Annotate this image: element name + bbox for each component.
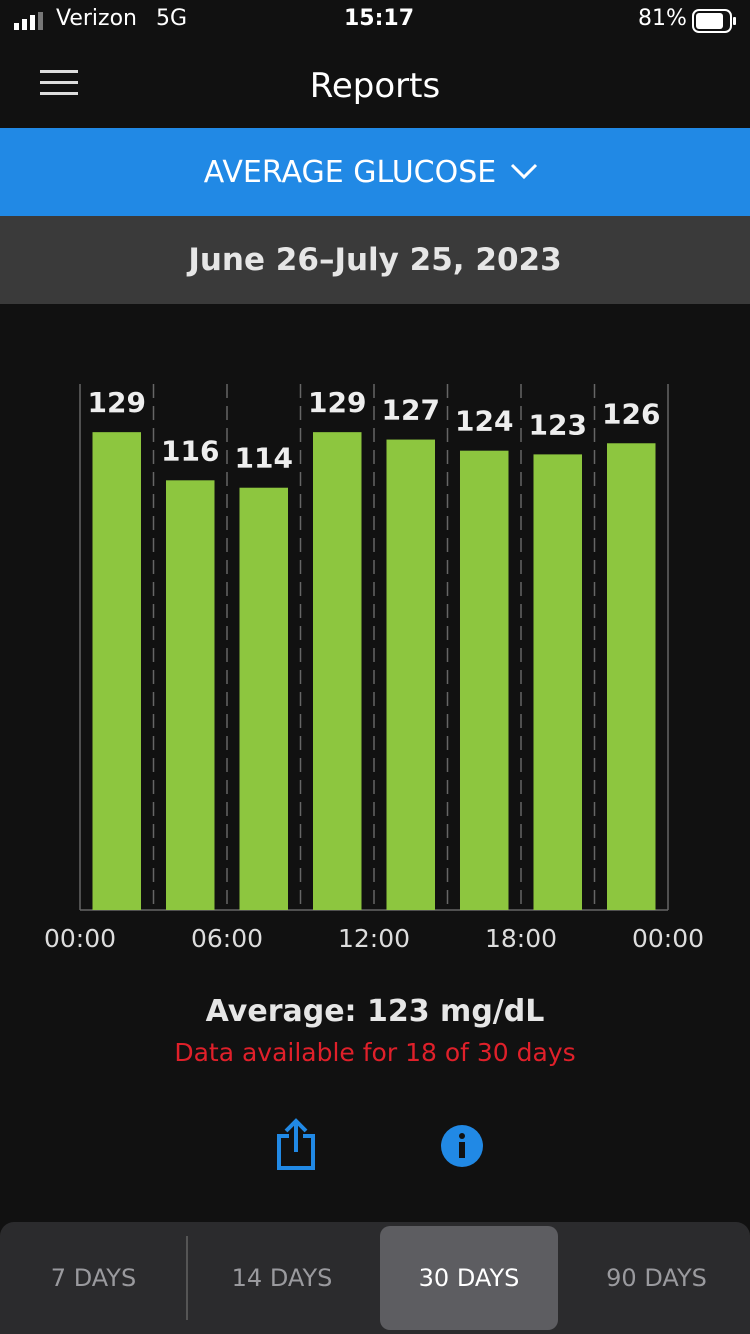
page-title: Reports (309, 66, 441, 106)
value-label: 126 (602, 397, 660, 430)
battery-level: 81% (638, 6, 687, 31)
average-text: Average: 123 mg/dL (205, 993, 545, 1029)
tab-bar (0, 1222, 750, 1334)
value-label: 116 (161, 434, 219, 467)
value-label: 129 (88, 386, 146, 419)
value-label: 123 (529, 408, 587, 441)
bar (165, 480, 215, 910)
bar (312, 432, 362, 910)
x-tick-label: 00:00 (44, 924, 116, 953)
date-range: June 26–July 25, 2023 (0, 216, 750, 304)
tab-14-days[interactable]: 14 DAYS (231, 1264, 333, 1292)
tab-highlight (380, 1226, 558, 1330)
report-selector-label: AVERAGE GLUCOSE (203, 154, 497, 190)
report-selector[interactable]: AVERAGE GLUCOSE (0, 128, 750, 216)
network: 5G (156, 6, 188, 31)
x-tick-label: 00:00 (632, 924, 704, 953)
menu-button[interactable] (40, 70, 80, 102)
bar (239, 487, 289, 910)
value-label: 124 (455, 405, 513, 438)
bar (606, 443, 656, 910)
tab-90-days[interactable]: 90 DAYS (606, 1264, 707, 1292)
bar (533, 454, 583, 910)
x-tick-label: 12:00 (338, 924, 410, 953)
x-tick-label: 06:00 (191, 924, 263, 953)
x-tick-label: 18:00 (485, 924, 557, 953)
chart: 00:00 06:00 12:00 18:00 00:00 129 116 114 129 127… (44, 384, 704, 953)
value-label: 114 (235, 442, 293, 475)
availability-text: Data available for 18 of 30 days (174, 1037, 576, 1067)
bar (92, 432, 142, 910)
carrier: Verizon (56, 6, 137, 31)
tab-30-days[interactable]: 30 DAYS (418, 1264, 520, 1292)
tab-divider (186, 1236, 188, 1320)
share-button[interactable] (276, 1118, 318, 1176)
bar (386, 439, 436, 910)
value-label: 129 (308, 386, 366, 419)
signal-icon (14, 12, 46, 34)
value-label: 127 (382, 394, 440, 427)
dropdown-chevron (511, 163, 538, 180)
tab-7-days[interactable]: 7 DAYS (50, 1264, 137, 1292)
bar (459, 450, 509, 910)
info-button[interactable] (440, 1124, 484, 1172)
clock: 15:17 (344, 6, 415, 31)
battery-icon (692, 9, 738, 37)
